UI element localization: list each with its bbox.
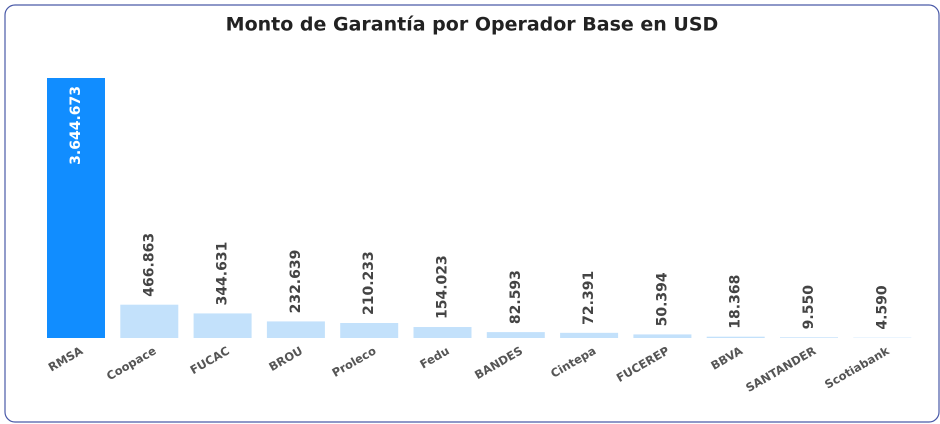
data-label: 82.593 — [508, 270, 524, 324]
data-label: 3.644.673 — [68, 86, 84, 165]
bar — [340, 323, 399, 338]
data-label: 18.368 — [728, 275, 744, 329]
bar — [560, 332, 619, 338]
bar — [266, 321, 325, 338]
data-label: 9.550 — [801, 285, 817, 330]
data-label: 72.391 — [581, 271, 597, 325]
data-label: 344.631 — [215, 242, 231, 306]
bar — [120, 304, 179, 338]
data-label: 466.863 — [141, 233, 157, 297]
bar — [47, 78, 105, 338]
data-label: 232.639 — [288, 250, 304, 314]
data-label: 154.023 — [435, 255, 451, 319]
bar — [780, 337, 838, 338]
data-label: 4.590 — [874, 285, 890, 330]
bar — [413, 327, 472, 338]
bar — [633, 334, 692, 338]
data-label: 50.394 — [654, 272, 670, 326]
bar — [486, 332, 545, 338]
bar — [706, 336, 765, 338]
bar — [193, 313, 252, 338]
chart-title: Monto de Garantía por Operador Base en U… — [226, 14, 719, 36]
data-label: 210.233 — [361, 251, 377, 315]
